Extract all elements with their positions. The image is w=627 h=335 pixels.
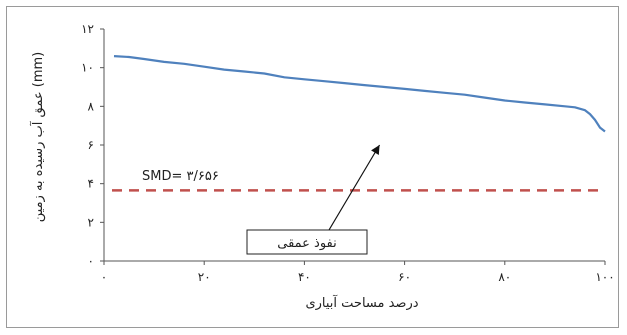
y-tick-label: ۰ [88, 254, 94, 268]
annotation-arrow-head [371, 145, 380, 156]
chart-frame: ۰ ۲ ۴ ۶ ۸ ۱۰ ۱۲ ۰ ۲۰ ۴۰ ۶۰ ۸۰ ۱۰۰ نفوذ عمقی عمق آب ر… [6, 6, 619, 328]
x-tick-label: ۲۰ [198, 270, 211, 284]
y-tick-label: ۲ [88, 215, 94, 229]
annotation-arrow-line [328, 144, 381, 231]
deep-percolation-annotation: نفوذ عمقی [246, 144, 381, 255]
x-tick-label: ۰ [101, 270, 107, 284]
annotation-text: نفوذ عمقی [277, 236, 337, 251]
series-layer [113, 55, 606, 133]
y-tick-label: ۸ [88, 99, 95, 113]
x-tick-label: ۱۰۰ [595, 270, 614, 284]
x-tick-label: ۴۰ [298, 270, 311, 284]
y-tick-label: ۴ [88, 177, 94, 191]
x-tick-label: ۶۰ [398, 270, 411, 284]
axes: ۰ ۲ ۴ ۶ ۸ ۱۰ ۱۲ ۰ ۲۰ ۴۰ ۶۰ ۸۰ ۱۰۰ [81, 22, 615, 284]
y-axis-title: عمق آب رسیده به زمین (mm) [29, 52, 46, 222]
y-tick-label: ۱۰ [81, 61, 94, 75]
smd-label: SMD= ۳/۶۵۶ [142, 169, 219, 184]
y-tick-label: ۱۲ [81, 22, 94, 36]
x-tick-label: ۸۰ [498, 270, 511, 284]
y-tick-label: ۶ [88, 138, 94, 152]
annotation-box [246, 229, 368, 255]
line-chart: ۰ ۲ ۴ ۶ ۸ ۱۰ ۱۲ ۰ ۲۰ ۴۰ ۶۰ ۸۰ ۱۰۰ نفوذ عمقی عمق آب ر… [29, 22, 615, 311]
series-line [113, 55, 606, 133]
x-axis-title: درصد مساحت آبیاری [305, 294, 418, 311]
